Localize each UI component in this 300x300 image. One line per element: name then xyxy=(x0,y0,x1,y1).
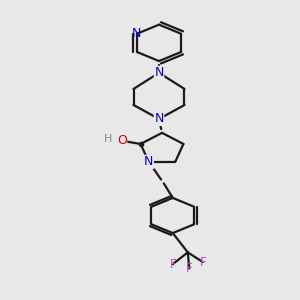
Text: O: O xyxy=(117,134,127,147)
Text: F: F xyxy=(186,262,193,275)
Text: F: F xyxy=(200,256,206,268)
Text: N: N xyxy=(132,27,142,40)
Text: H: H xyxy=(104,134,113,144)
Text: F: F xyxy=(169,258,176,271)
Text: N: N xyxy=(154,66,164,80)
Text: N: N xyxy=(154,112,164,125)
Text: N: N xyxy=(144,155,154,168)
